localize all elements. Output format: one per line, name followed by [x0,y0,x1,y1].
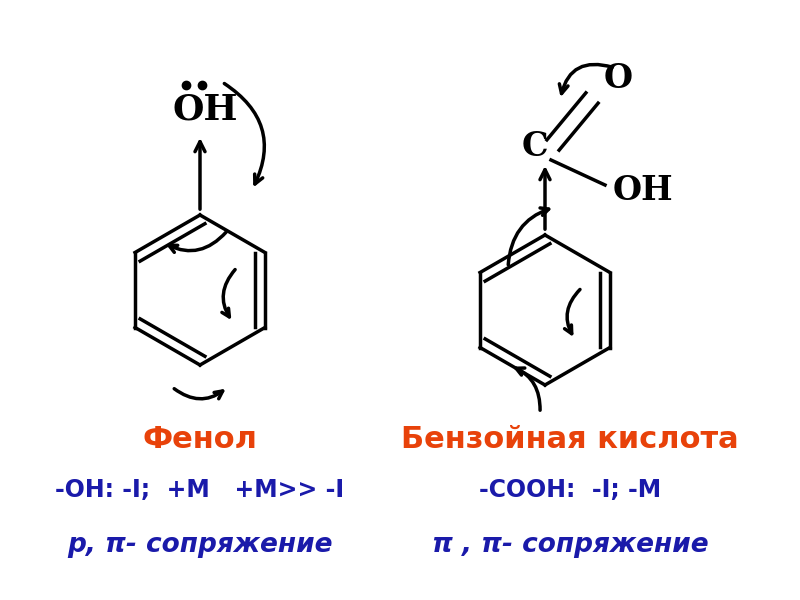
Text: O: O [603,61,633,94]
Text: OH: OH [613,173,674,206]
Text: Бензойная кислота: Бензойная кислота [401,425,739,455]
Text: π , π- сопряжение: π , π- сопряжение [432,532,708,558]
Text: -OH: -I;  +M   +M>> -I: -OH: -I; +M +M>> -I [55,478,345,502]
Text: OH: OH [172,93,238,127]
Text: C: C [522,130,548,163]
Text: p, π- сопряжение: p, π- сопряжение [67,532,333,558]
Text: -COOH:  -I; -M: -COOH: -I; -M [479,478,661,502]
Text: Фенол: Фенол [142,425,258,455]
